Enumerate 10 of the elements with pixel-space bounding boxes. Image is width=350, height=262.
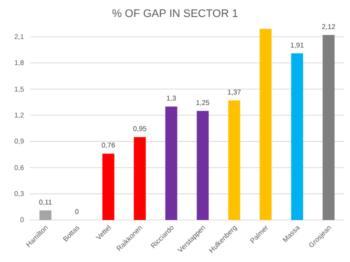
bar xyxy=(39,210,52,220)
bar xyxy=(196,110,209,220)
bar xyxy=(260,28,272,220)
bar xyxy=(291,53,304,220)
chart-title: % OF GAP IN SECTOR 1 xyxy=(112,8,238,20)
bar xyxy=(134,137,146,220)
bar xyxy=(228,100,240,220)
bar xyxy=(165,106,178,220)
bar xyxy=(102,154,114,220)
bar xyxy=(322,34,335,220)
